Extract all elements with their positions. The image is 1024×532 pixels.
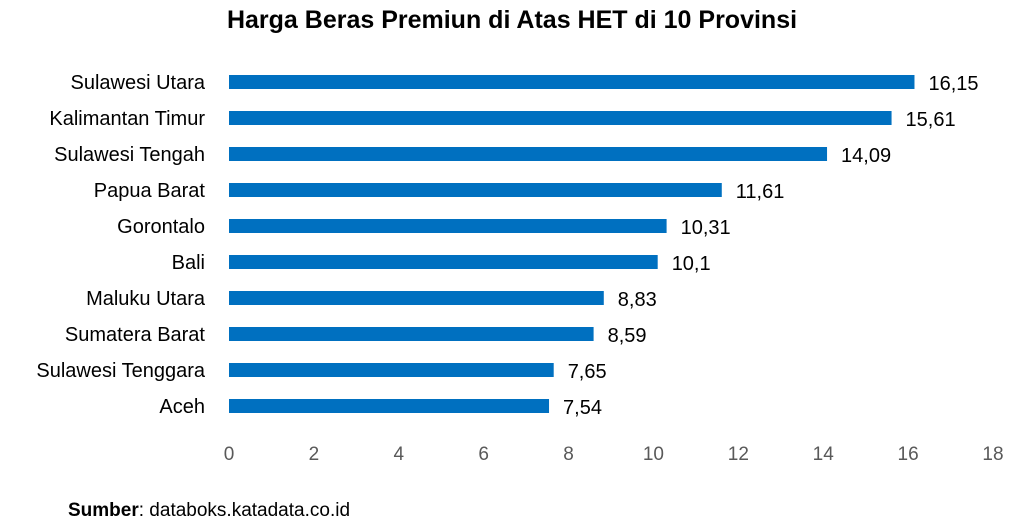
x-tick-label: 18 (982, 444, 1003, 465)
category-label: Maluku Utara (86, 288, 206, 310)
data-label: 8,59 (608, 325, 647, 347)
category-label: Aceh (159, 396, 205, 418)
x-tick-label: 8 (563, 444, 574, 465)
chart-title: Harga Beras Premiun di Atas HET di 10 Pr… (226, 6, 798, 34)
source-note: Sumber: databoks.katadata.co.id (68, 500, 350, 522)
bar (229, 363, 554, 377)
bar (229, 219, 667, 233)
x-tick-label: 14 (813, 444, 835, 465)
x-tick-label: 6 (478, 444, 489, 465)
bar (229, 111, 892, 125)
x-tick-label: 2 (309, 444, 320, 465)
bar (229, 255, 658, 269)
category-label: Sulawesi Tenggara (36, 360, 206, 382)
data-label: 10,31 (681, 217, 731, 239)
bar (229, 183, 722, 197)
x-tick-label: 10 (643, 444, 664, 465)
data-label: 10,1 (672, 253, 711, 275)
data-label: 16,15 (928, 73, 978, 95)
x-tick-label: 4 (393, 444, 404, 465)
bar (229, 75, 915, 89)
category-label: Gorontalo (117, 216, 205, 238)
data-label: 7,65 (568, 361, 607, 383)
source-label: Sumber (68, 500, 139, 521)
category-label: Bali (172, 252, 205, 274)
category-label: Sumatera Barat (65, 324, 206, 346)
data-label: 15,61 (906, 109, 956, 131)
data-label: 8,83 (618, 289, 657, 311)
x-tick-label: 0 (224, 444, 235, 465)
data-label: 14,09 (841, 145, 891, 167)
x-tick-label: 16 (898, 444, 919, 465)
data-label: 11,61 (736, 181, 785, 203)
category-label: Papua Barat (94, 180, 206, 202)
category-label: Sulawesi Tengah (54, 144, 205, 166)
source-text: : databoks.katadata.co.id (138, 500, 351, 521)
bar (229, 291, 604, 305)
category-label: Sulawesi Utara (70, 72, 205, 94)
x-tick-label: 12 (728, 444, 749, 465)
bar (229, 399, 550, 413)
bar (229, 327, 594, 341)
bar (229, 147, 828, 161)
category-label: Kalimantan Timur (49, 108, 205, 130)
data-label: 7,54 (563, 397, 602, 419)
